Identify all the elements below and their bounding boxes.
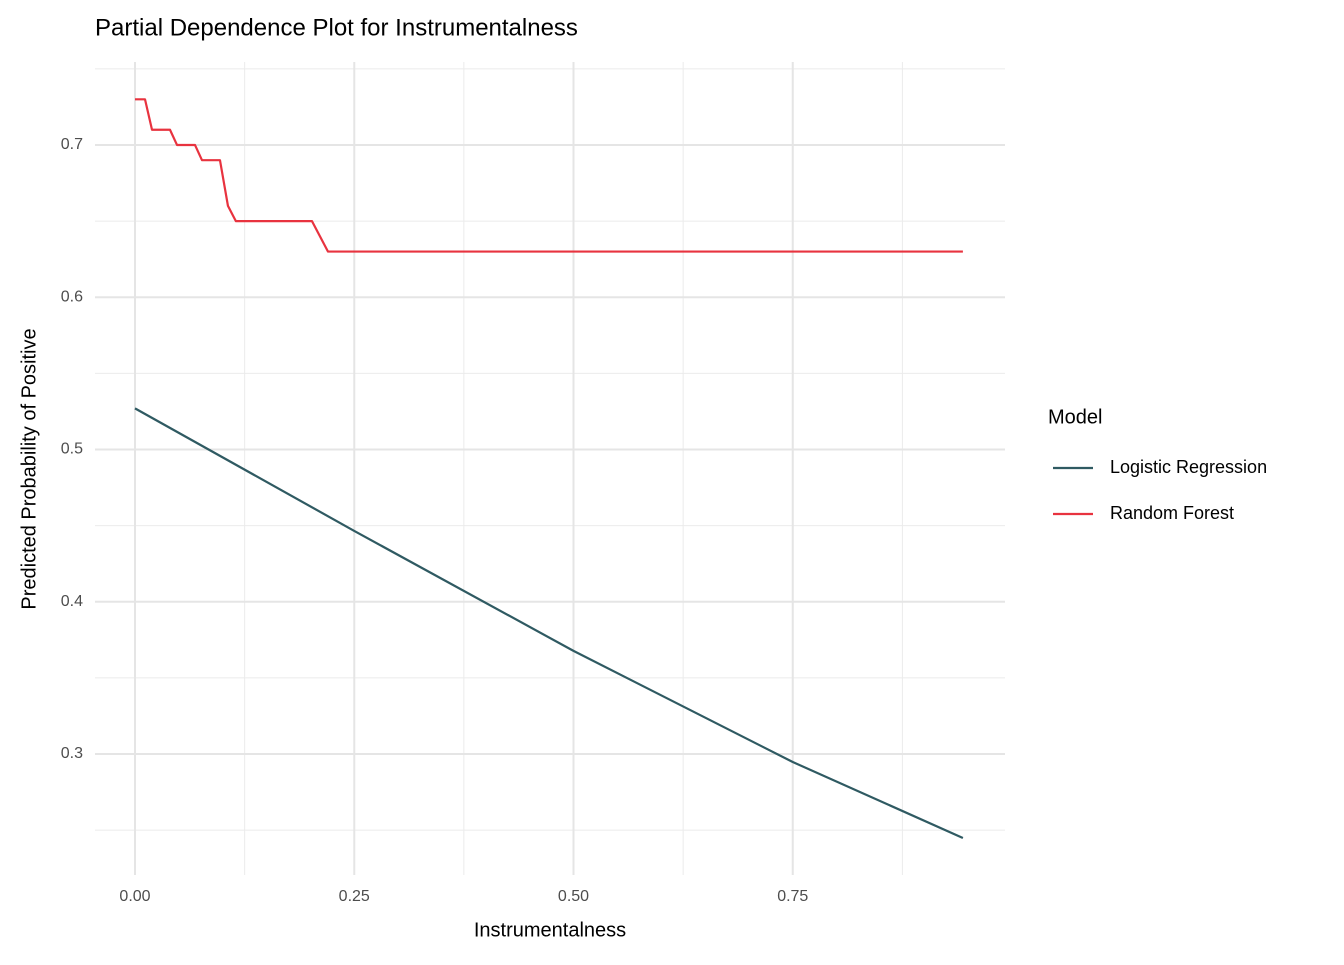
y-axis-label: Predicted Probability of Positive (18, 328, 40, 609)
y-tick-label: 0.5 (61, 441, 83, 458)
y-tick-label: 0.4 (61, 593, 83, 610)
y-tick-label: 0.6 (61, 288, 83, 305)
plot-area (134, 98, 964, 840)
legend-label: Random Forest (1110, 503, 1234, 523)
legend-title: Model (1048, 406, 1102, 428)
chart-title: Partial Dependence Plot for Instrumental… (95, 14, 578, 41)
x-tick-label: 0.50 (558, 888, 589, 905)
line-series (134, 98, 963, 253)
y-tick-label: 0.7 (61, 136, 83, 153)
x-tick-label: 0.75 (777, 888, 808, 905)
x-tick-label: 0.25 (339, 888, 370, 905)
x-axis-label: Instrumentalness (474, 919, 626, 941)
legend-label: Logistic Regression (1110, 457, 1267, 477)
x-tick-label: 0.00 (119, 888, 150, 905)
line-series (134, 407, 964, 840)
y-tick-label: 0.3 (61, 745, 83, 762)
